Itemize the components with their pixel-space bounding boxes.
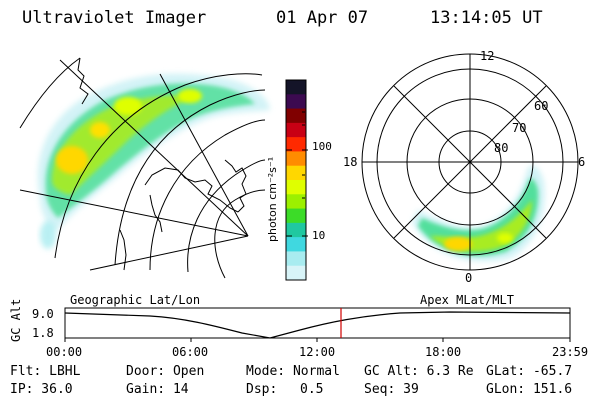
colorbar-swatch [286,222,306,238]
seq-info: Seq: 39 [364,382,419,397]
colorbar-swatch [286,122,306,138]
timeline-x-tick-0000: 00:00 [46,345,83,359]
mlat-label-60: 60 [534,99,548,113]
timeline-x-tick-1800: 18:00 [425,345,462,359]
timeline-y-axis-label: GC Alt [9,299,23,342]
gc-alt-curve [64,311,571,339]
colorbar-swatch [286,237,306,252]
mlat-label-80: 80 [494,141,508,155]
geographic-projection [19,57,271,279]
timeline-x-tick-1200: 12:00 [299,345,336,359]
colorbar-tick-100: 100 [312,140,332,153]
geo-coastline [77,57,247,271]
timeline-y-tick-bottom: 1.8 [32,326,54,340]
timeline-y-tick-top: 9.0 [32,307,54,321]
colorbar-swatch [286,265,306,281]
timeline: Geographic Lat/Lon Apex MLat/MLT GC Alt … [9,293,571,342]
colorbar-swatch [286,194,306,210]
colorbar-frame [285,79,307,281]
mlt-label-0: 0 [465,271,472,285]
colorbar-ticks [286,111,308,237]
door-info: Door: Open [126,364,205,379]
timeline-right-caption: Apex MLat/MLT [420,293,514,307]
mlat-label-70: 70 [512,121,526,135]
colorbar-swatch [286,208,306,224]
glon-info: GLon: 151.6 [486,382,573,397]
mlt-label-6: 6 [578,155,585,169]
mlt-label-18: 18 [343,155,357,169]
colorbar-swatch [286,180,306,195]
timeline-x-tick-2359: 23:59 [552,345,589,359]
ip-info: IP: 36.0 [10,382,73,397]
polar-aurora [412,165,545,262]
gain-info: Gain: 14 [126,382,189,397]
colorbar-swatch [286,80,306,95]
date-label: 01 Apr 07 [276,8,369,28]
colorbar-label: photon cm⁻²s⁻¹ [266,157,279,242]
colorbar-swatch [286,137,306,152]
timeline-x-ticks [64,338,571,342]
colorbar-swatch [286,251,306,267]
colorbar-swatch [286,151,306,167]
polar-plot: 12 18 6 0 60 70 80 [343,49,585,285]
dsp-value: 0.5 [300,382,324,397]
geo-grid [19,57,266,279]
time-label: 13:14:05 UT [430,8,543,28]
glat-info: GLat: -65.7 [486,364,573,379]
timeline-left-caption: Geographic Lat/Lon [70,293,200,307]
geo-aurora-oval [37,73,271,249]
polar-grid [361,53,579,271]
filter-info: Flt: LBHL [10,364,81,379]
colorbar [285,79,307,281]
gc-alt-info: GC Alt: 6.3 Re [364,364,474,379]
colorbar-swatch [286,165,306,181]
mode-info: Mode: Normal [246,364,340,379]
instrument-title: Ultraviolet Imager [22,8,207,28]
timeline-x-tick-0600: 06:00 [172,345,209,359]
colorbar-swatch [286,94,306,110]
mlt-label-12: 12 [480,49,494,63]
colorbar-tick-10: 10 [312,229,325,242]
dsp-label: Dsp: [246,382,278,397]
colorbar-swatch [286,108,306,124]
